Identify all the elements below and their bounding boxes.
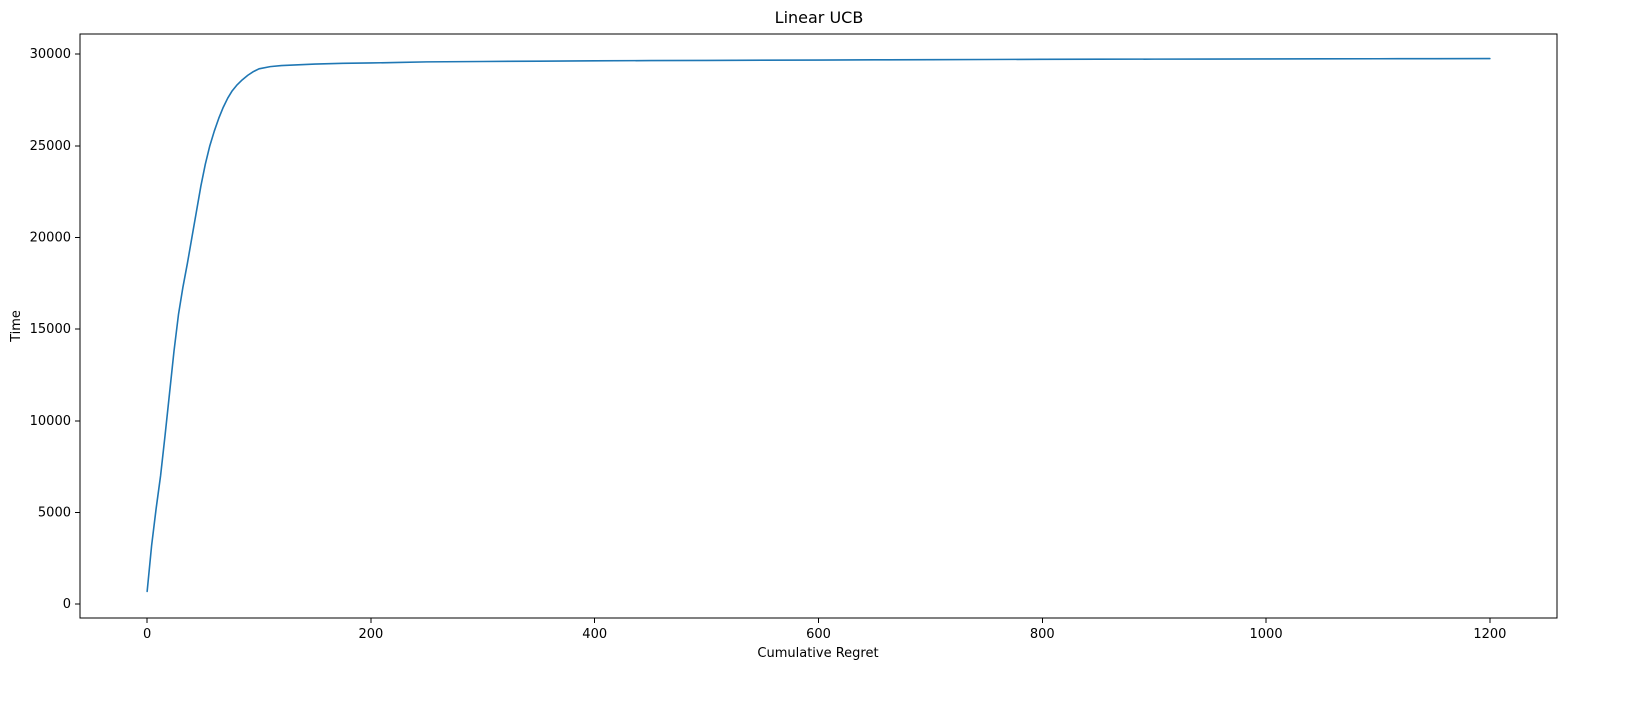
y-tick-label: 20000 [30, 231, 71, 246]
y-axis: 0 5000 10000 15000 20000 25000 30000 [30, 47, 80, 612]
series-line [146, 57, 1491, 593]
chart-title: Linear UCB [775, 8, 864, 27]
x-axis: 0 200 400 600 800 1000 1200 [143, 618, 1506, 642]
x-tick-label: 200 [359, 627, 384, 642]
y-tick-label: 0 [63, 597, 71, 612]
x-tick-label: 400 [582, 627, 607, 642]
x-tick-label: 1200 [1473, 627, 1506, 642]
y-tick-label: 30000 [30, 47, 71, 62]
y-tick-label: 25000 [30, 139, 71, 154]
plot-area [79, 33, 1558, 619]
x-tick-label: 0 [143, 627, 151, 642]
x-tick-label: 1000 [1250, 627, 1283, 642]
y-tick-label: 15000 [30, 322, 71, 337]
x-tick-label: 800 [1030, 627, 1055, 642]
y-axis-label: Time [9, 310, 24, 343]
y-tick-label: 10000 [30, 414, 71, 429]
x-tick-label: 600 [806, 627, 831, 642]
x-axis-label: Cumulative Regret [757, 646, 878, 661]
y-tick-label: 5000 [38, 506, 71, 521]
